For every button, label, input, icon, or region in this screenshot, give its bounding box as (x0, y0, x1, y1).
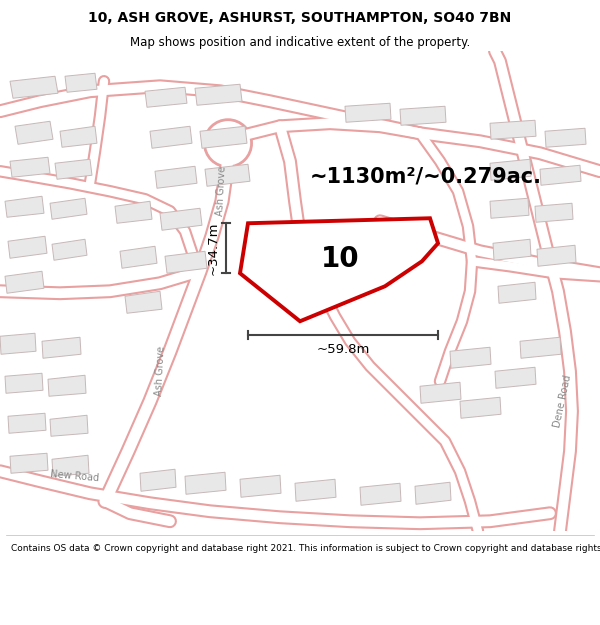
Polygon shape (258, 233, 302, 253)
Text: Map shows position and indicative extent of the property.: Map shows position and indicative extent… (130, 36, 470, 49)
Polygon shape (520, 338, 561, 358)
Polygon shape (8, 413, 46, 433)
Polygon shape (185, 472, 226, 494)
Polygon shape (490, 159, 531, 180)
Polygon shape (545, 128, 586, 148)
Polygon shape (160, 208, 202, 230)
Polygon shape (50, 198, 87, 219)
Polygon shape (195, 84, 242, 105)
Polygon shape (200, 126, 247, 148)
Circle shape (210, 125, 246, 161)
Text: Ash Grove: Ash Grove (154, 346, 166, 396)
Polygon shape (295, 479, 336, 501)
Polygon shape (400, 106, 446, 125)
Polygon shape (65, 73, 97, 92)
Text: New Road: New Road (50, 469, 100, 483)
Polygon shape (52, 239, 87, 260)
Polygon shape (540, 165, 581, 185)
Polygon shape (450, 348, 491, 368)
Polygon shape (10, 453, 48, 473)
Polygon shape (205, 164, 250, 186)
Polygon shape (535, 203, 573, 222)
Polygon shape (165, 251, 207, 273)
Polygon shape (5, 196, 44, 218)
Polygon shape (60, 126, 97, 148)
Polygon shape (360, 483, 401, 505)
Polygon shape (537, 245, 576, 266)
Polygon shape (340, 271, 361, 285)
Polygon shape (55, 159, 92, 179)
Polygon shape (495, 368, 536, 388)
Text: 10, ASH GROVE, ASHURST, SOUTHAMPTON, SO40 7BN: 10, ASH GROVE, ASHURST, SOUTHAMPTON, SO4… (88, 11, 512, 25)
Polygon shape (50, 415, 88, 436)
Polygon shape (10, 158, 50, 177)
Polygon shape (42, 338, 81, 358)
Text: Dene Road: Dene Road (553, 374, 574, 429)
Text: ~34.7m: ~34.7m (207, 221, 220, 275)
Polygon shape (240, 475, 281, 498)
Polygon shape (52, 455, 89, 476)
Polygon shape (155, 166, 197, 188)
Polygon shape (10, 76, 58, 98)
Polygon shape (345, 103, 391, 122)
Text: ~1130m²/~0.279ac.: ~1130m²/~0.279ac. (310, 166, 542, 186)
Polygon shape (415, 482, 451, 504)
Polygon shape (150, 126, 192, 148)
Polygon shape (115, 201, 152, 223)
Text: Contains OS data © Crown copyright and database right 2021. This information is : Contains OS data © Crown copyright and d… (11, 544, 600, 552)
Text: 10: 10 (320, 245, 359, 273)
Polygon shape (460, 398, 501, 418)
Text: ~59.8m: ~59.8m (316, 343, 370, 356)
Polygon shape (125, 291, 162, 313)
Polygon shape (48, 375, 86, 396)
Polygon shape (420, 382, 461, 403)
Polygon shape (493, 239, 531, 260)
Polygon shape (140, 469, 176, 491)
Polygon shape (490, 198, 529, 218)
Polygon shape (310, 248, 341, 266)
Polygon shape (145, 88, 187, 108)
Polygon shape (120, 246, 157, 268)
Polygon shape (15, 121, 53, 144)
Circle shape (210, 125, 246, 161)
Polygon shape (5, 373, 43, 393)
Text: Ash Grove: Ash Grove (215, 166, 227, 216)
Polygon shape (8, 236, 47, 258)
Polygon shape (490, 120, 536, 139)
Polygon shape (0, 333, 36, 354)
Polygon shape (5, 271, 44, 293)
Polygon shape (498, 282, 536, 303)
Polygon shape (240, 218, 438, 321)
